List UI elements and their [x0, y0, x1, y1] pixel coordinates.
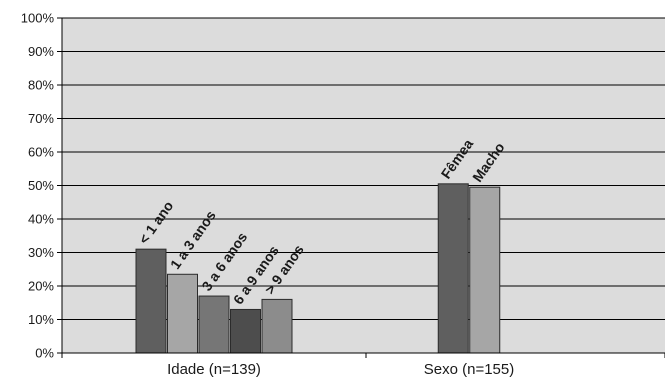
y-tick-label: 90%	[28, 44, 54, 59]
y-tick-label: 10%	[28, 312, 54, 327]
bar	[261, 298, 293, 354]
x-category-label: Idade (n=139)	[167, 361, 261, 378]
bar	[469, 186, 501, 354]
y-tick-label: 40%	[28, 212, 54, 227]
x-category-label: Sexo (n=155)	[424, 361, 514, 378]
y-tick-label: 100%	[21, 11, 55, 26]
y-tick-label: 70%	[28, 111, 54, 126]
y-tick-label: 20%	[28, 279, 54, 294]
y-tick-label: 60%	[28, 145, 54, 160]
bar	[135, 248, 167, 354]
bar	[167, 273, 198, 354]
bar	[198, 295, 230, 354]
y-tick-label: 50%	[28, 178, 54, 193]
y-tick-label: 30%	[28, 245, 54, 260]
y-tick-label: 80%	[28, 78, 54, 93]
y-tick-label: 0%	[35, 346, 54, 361]
bar	[230, 308, 261, 354]
bar	[437, 183, 469, 354]
